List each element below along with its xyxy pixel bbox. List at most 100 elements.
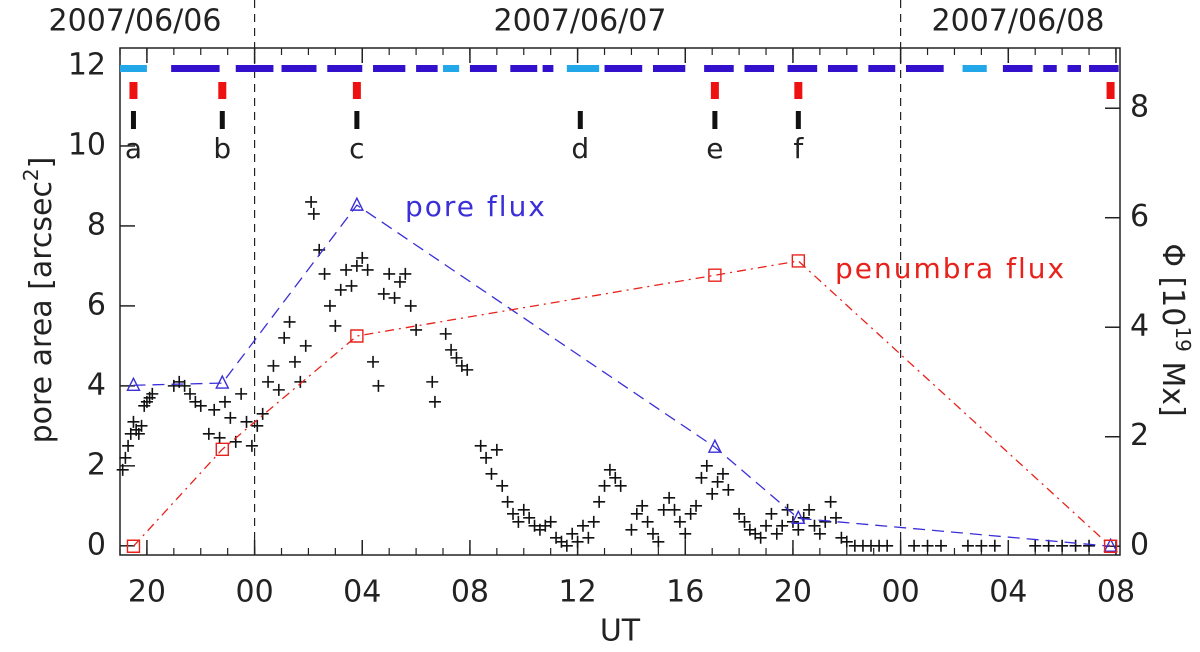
y-axis-title-text: pore area [arcsec — [24, 181, 59, 443]
data-point — [202, 427, 215, 440]
data-point — [410, 323, 423, 336]
flux-marker — [791, 254, 806, 268]
flux-marker — [126, 539, 141, 553]
coverage-segment — [510, 65, 538, 72]
event-marker — [795, 111, 801, 129]
coverage-segment — [704, 65, 734, 72]
data-point — [636, 499, 649, 512]
spectrum-marker — [129, 82, 138, 99]
date-label: 2007/06/06 — [49, 4, 222, 39]
date-label: 2007/06/08 — [932, 4, 1105, 39]
data-point — [560, 539, 573, 552]
data-point — [318, 267, 331, 280]
data-point — [240, 415, 253, 428]
data-point — [334, 283, 347, 296]
event-marker — [354, 111, 360, 129]
data-point — [684, 507, 697, 520]
x-axis-title: UT — [600, 614, 641, 649]
y2-axis-title-sup: 19 — [1172, 326, 1196, 351]
data-point — [738, 515, 751, 528]
data-point — [711, 475, 724, 488]
data-point — [340, 263, 353, 276]
x-tick-label: 00 — [882, 575, 920, 610]
event-label: c — [349, 132, 364, 165]
data-point — [496, 479, 509, 492]
event-marker — [219, 111, 225, 129]
data-point — [135, 419, 148, 432]
x-tick-label: 08 — [1097, 575, 1135, 610]
flux-marker — [708, 268, 722, 282]
data-point — [722, 483, 735, 496]
data-point — [840, 535, 853, 548]
data-point — [819, 515, 832, 528]
data-point — [830, 511, 843, 524]
coverage-segment — [469, 65, 497, 72]
data-point — [251, 419, 264, 432]
coverage-segment — [962, 65, 987, 72]
data-point — [576, 519, 589, 532]
series-label: penumbra flux — [835, 252, 1066, 285]
coverage-segment — [906, 65, 944, 72]
data-point — [399, 267, 412, 280]
data-point — [288, 355, 301, 368]
data-point — [377, 287, 390, 300]
data-point — [961, 539, 974, 552]
spectrum-marker — [794, 82, 803, 99]
data-point — [383, 267, 396, 280]
coverage-segment — [652, 65, 686, 72]
data-point — [1029, 539, 1042, 552]
data-point — [776, 519, 789, 532]
data-point — [760, 519, 773, 532]
y-tick-label: 10 — [68, 127, 106, 162]
coverage-segment — [868, 65, 896, 72]
coverage-segment — [120, 65, 147, 72]
data-point — [598, 479, 611, 492]
data-point — [1083, 539, 1096, 552]
data-point — [921, 539, 934, 552]
x-tick-label: 20 — [128, 575, 166, 610]
coverage-segment — [542, 65, 554, 72]
data-point — [657, 503, 670, 516]
data-point — [345, 279, 358, 292]
y2-axis-title-close: Mx] — [1156, 352, 1191, 417]
data-point — [706, 487, 719, 500]
series-label: pore flux — [405, 190, 547, 223]
data-point — [803, 503, 816, 516]
x-tick-label: 08 — [451, 575, 489, 610]
data-point — [267, 359, 280, 372]
data-point — [934, 539, 947, 552]
data-point — [679, 527, 692, 540]
x-tick-label: 20 — [774, 575, 812, 610]
coverage-segment — [443, 65, 460, 72]
data-point — [299, 339, 312, 352]
y2-tick-label: 8 — [1130, 90, 1149, 125]
flux-marker — [350, 329, 364, 343]
plot-frame — [119, 47, 1121, 556]
coverage-segment — [235, 65, 274, 72]
data-point — [474, 439, 487, 452]
data-point — [673, 515, 686, 528]
data-point — [641, 515, 654, 528]
event-label: f — [793, 132, 804, 165]
y2-axis-title-text: Φ [10 — [1156, 243, 1191, 326]
event-label: d — [571, 132, 589, 165]
data-point — [593, 495, 606, 508]
data-point — [439, 327, 452, 340]
data-point — [1056, 539, 1069, 552]
data-point — [404, 299, 417, 312]
data-point — [361, 263, 374, 276]
data-point — [792, 523, 805, 536]
data-point — [127, 415, 140, 428]
x-tick-label: 04 — [343, 575, 381, 610]
flux-marker — [349, 196, 365, 211]
data-point — [695, 471, 708, 484]
coverage-segment — [787, 65, 818, 72]
data-point — [388, 291, 401, 304]
data-point — [367, 355, 380, 368]
data-point — [652, 535, 665, 548]
data-point — [323, 299, 336, 312]
data-point — [824, 495, 837, 508]
data-point — [975, 539, 988, 552]
